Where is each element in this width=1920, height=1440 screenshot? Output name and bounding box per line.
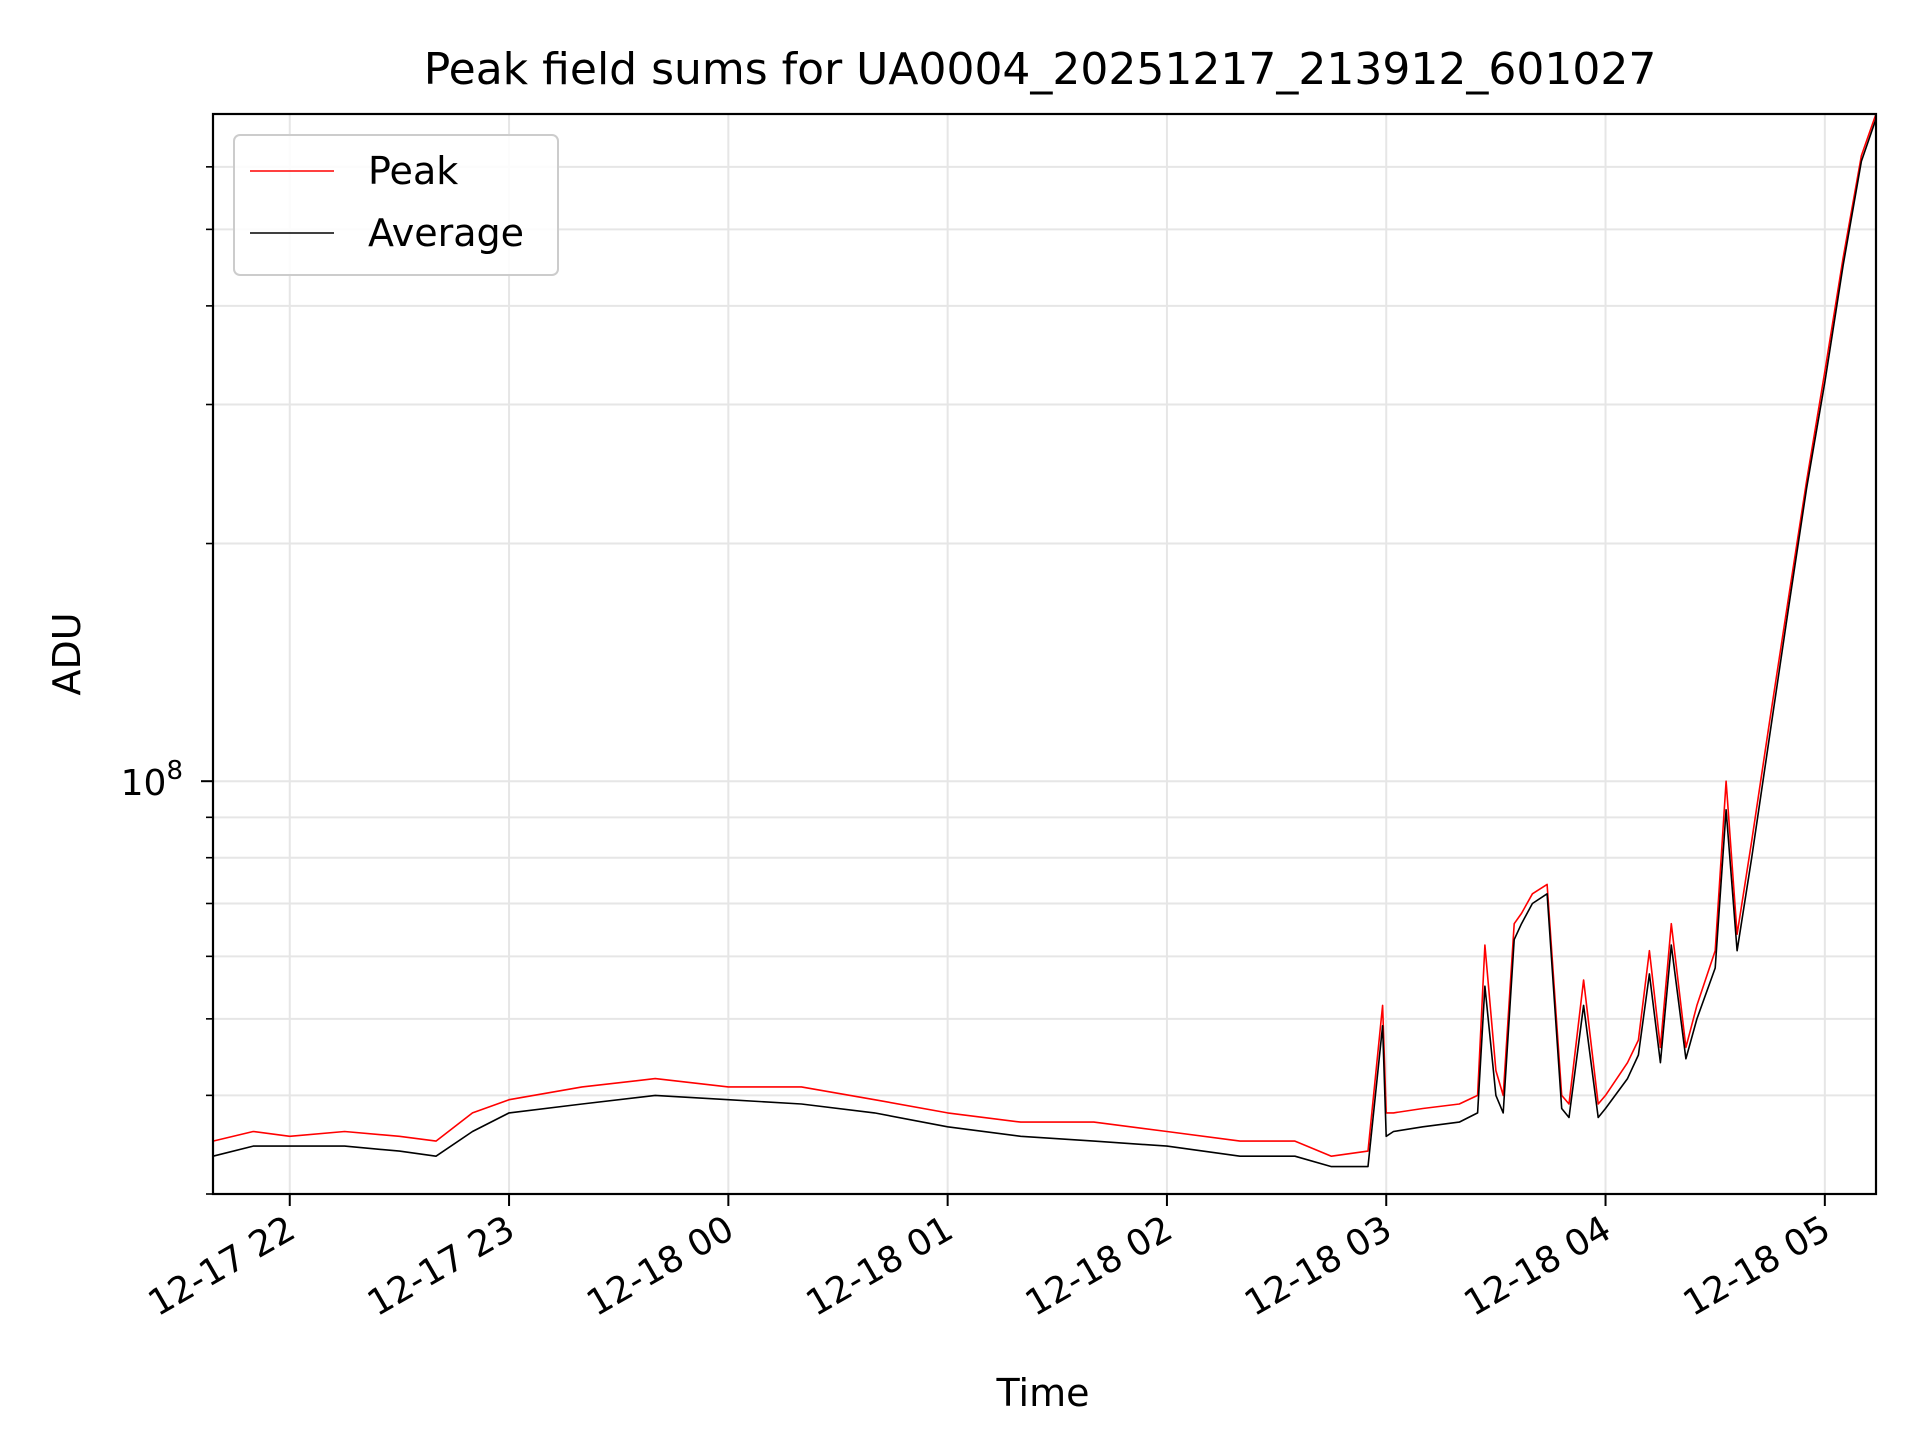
plot-frame [211,112,1878,1196]
grid [213,114,1876,1195]
x-axis-label: Time [996,1371,1090,1415]
plot-area [213,114,1876,1194]
legend-box [233,134,559,276]
legend: Peak Average [233,134,559,276]
legend-label-average: Average [368,211,524,255]
chart-title: Peak field sums for UA0004_20251217_2139… [424,44,1657,95]
y-axis-label: ADU [45,612,89,695]
series-line-peak [212,113,1877,1157]
series-lines [212,113,1877,1168]
series-line-average [212,118,1877,1168]
y-tick-label-exponent: 8 [166,756,183,786]
legend-label-peak: Peak [368,149,458,193]
